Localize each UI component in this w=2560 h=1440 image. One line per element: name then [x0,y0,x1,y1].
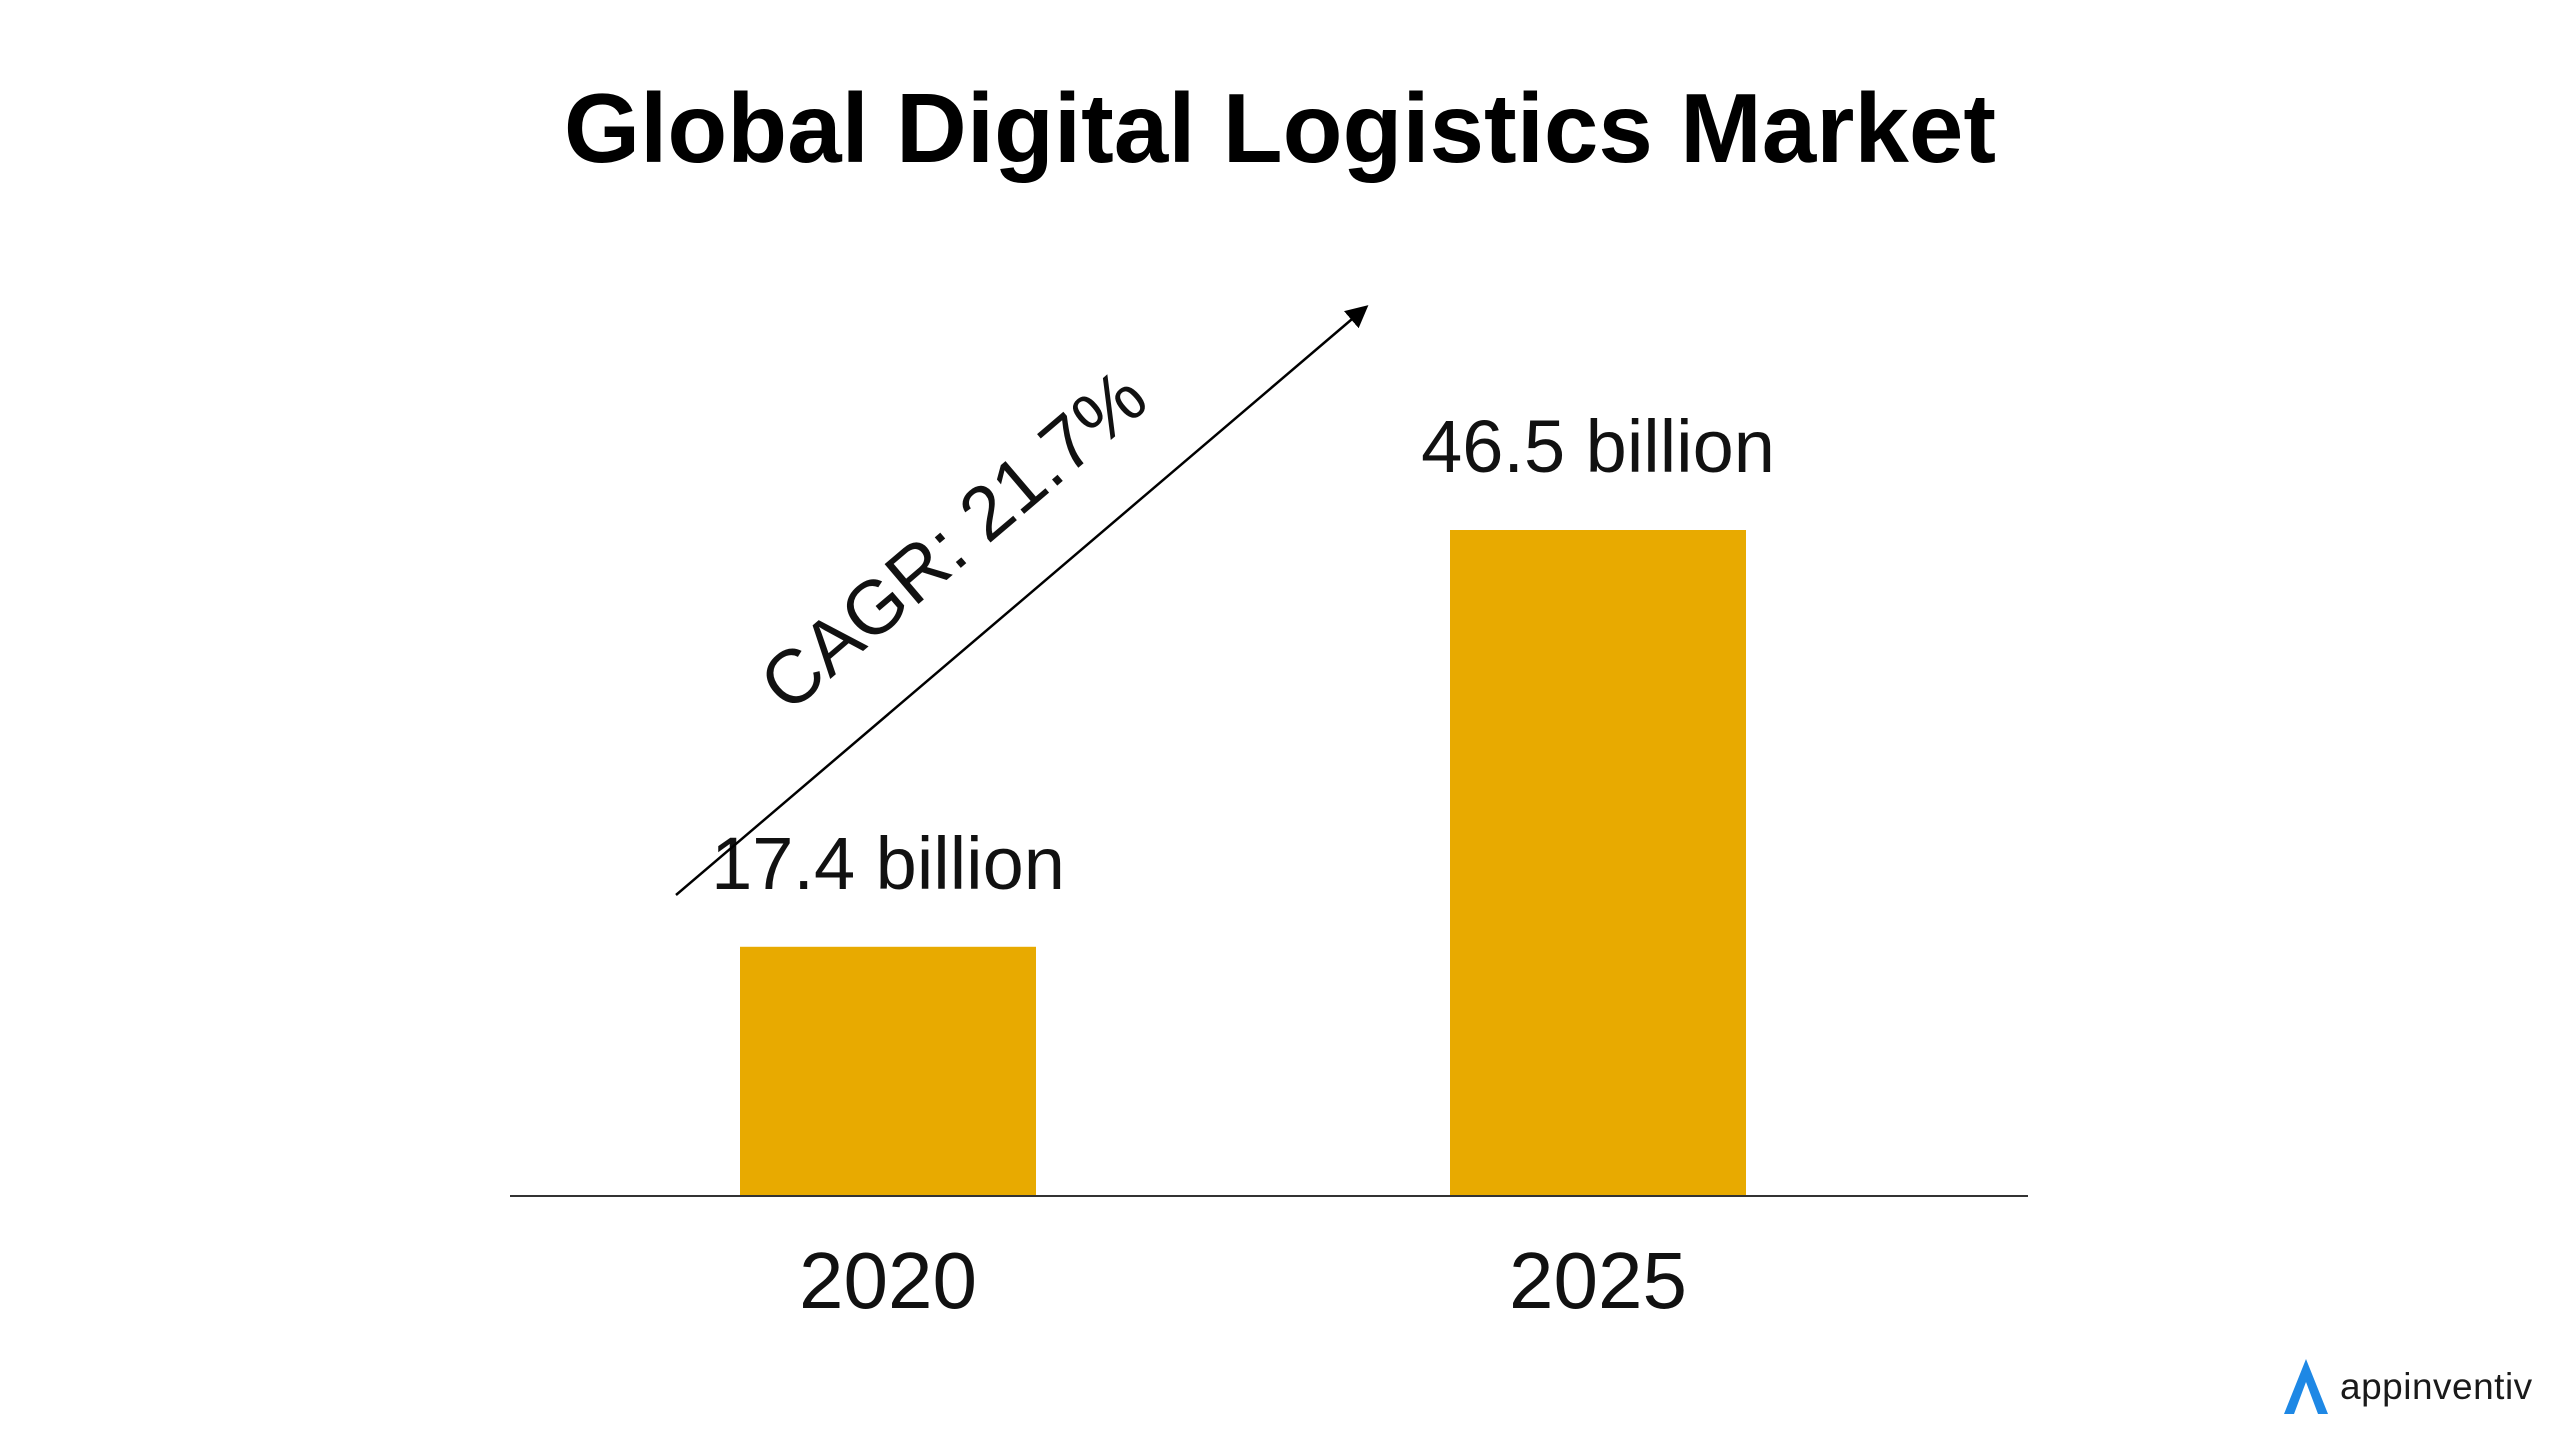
x-tick-label-2025: 2025 [1509,1236,1687,1325]
x-tick-label-2020: 2020 [799,1236,977,1325]
cagr-annotation: CAGR: 21.7% [675,305,1369,896]
brand-name: appinventiv [2340,1366,2533,1407]
bar-2020 [740,946,1036,1196]
labels-layer: 17.4 billion 2020 46.5 billion 2025 [711,405,1775,1325]
brand-logo: appinventiv [2278,1352,2533,1422]
bars-layer [740,530,1746,1196]
cagr-arrow [675,305,1369,896]
chart-title: Global Digital Logistics Market [563,73,1997,183]
cagr-label: CAGR: 21.7% [744,353,1162,727]
data-label-2025: 46.5 billion [1421,405,1775,488]
bar-2025 [1450,530,1746,1196]
data-label-2020: 17.4 billion [711,822,1065,905]
appinventiv-logo-icon [2284,1359,2328,1414]
